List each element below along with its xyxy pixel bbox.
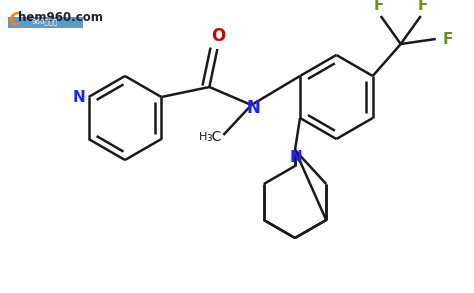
- Text: F: F: [374, 0, 384, 13]
- Text: N: N: [290, 151, 302, 166]
- Text: F: F: [418, 0, 428, 13]
- Text: N: N: [72, 89, 85, 105]
- Text: O: O: [211, 27, 226, 45]
- Text: C: C: [8, 11, 21, 29]
- Text: H: H: [199, 132, 208, 142]
- FancyBboxPatch shape: [8, 17, 83, 28]
- Text: hem960.com: hem960.com: [18, 11, 103, 24]
- Text: ₃C: ₃C: [207, 130, 222, 144]
- Text: 960化工网: 960化工网: [32, 19, 58, 25]
- Text: N: N: [246, 99, 260, 117]
- Text: F: F: [443, 32, 453, 47]
